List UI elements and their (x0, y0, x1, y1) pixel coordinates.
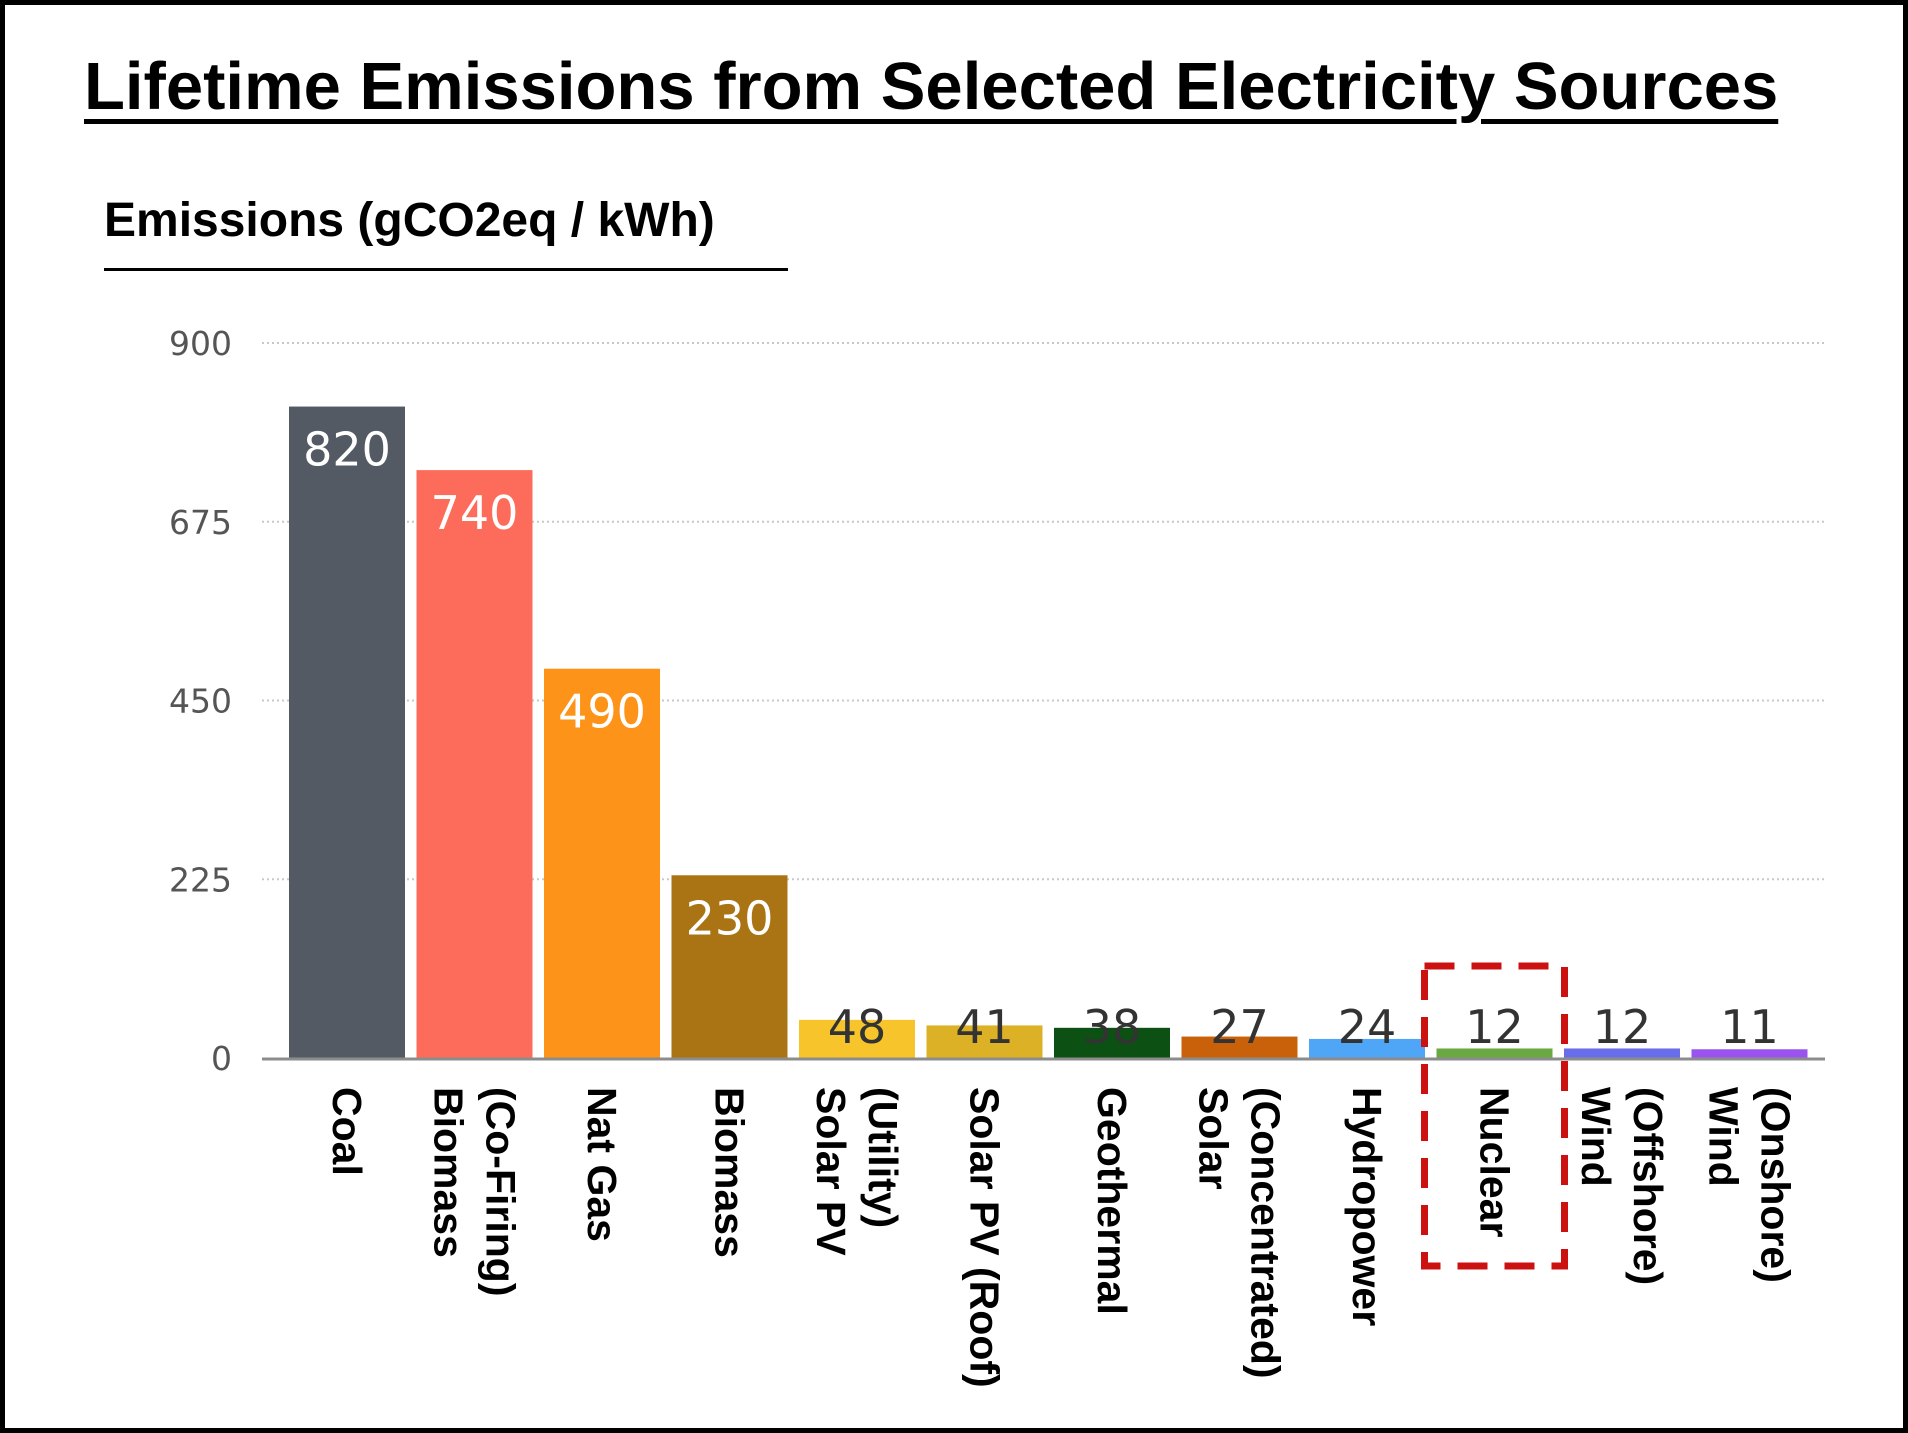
value-label-wind-offshore: 12 (1593, 1000, 1652, 1054)
svg-text:Nat Gas: Nat Gas (579, 1087, 625, 1242)
x-tick-label-line: Wind (1573, 1087, 1619, 1187)
x-tick-label-biomass-co-firing: Biomass (Co-Firing) (426, 1087, 524, 1296)
highlight-box-nuclear (1421, 962, 1568, 1270)
x-tick-label-wind-offshore: Wind (Offshore) (1573, 1087, 1671, 1285)
bar-solar-concentrated (1181, 1036, 1298, 1058)
y-axis-label: Emissions (gCO2eq / kWh) (104, 194, 715, 247)
y-tick-label-0: 0 (211, 1039, 232, 1078)
x-tick-label-hydropower: Hydropower (1344, 1087, 1390, 1326)
bar-geothermal (1054, 1027, 1170, 1058)
x-tick-label-line: (Offshore) (1625, 1087, 1671, 1285)
bar-hydropower (1309, 1038, 1425, 1058)
bar-biomass (671, 875, 788, 1058)
value-label-nuclear: 12 (1465, 1000, 1524, 1054)
svg-text:Solar PV (Roof): Solar PV (Roof) (962, 1087, 1008, 1388)
bar-solar-pv-roof (926, 1025, 1043, 1058)
x-tick-label-line: Solar PV (Roof) (962, 1087, 1008, 1388)
value-label-coal: 820 (303, 423, 391, 477)
svg-text:Nuclear: Nuclear (1472, 1087, 1518, 1237)
x-tick-label-coal: Coal (324, 1087, 370, 1176)
x-tick-label-line: (Onshore) (1753, 1087, 1799, 1283)
x-tick-label-biomass: Biomass (707, 1087, 753, 1258)
x-tick-label-line: Biomass (707, 1087, 753, 1258)
x-tick-label-line: Coal (324, 1087, 370, 1176)
svg-text:Biomass(Co-Firing): Biomass (Co-Firing) (426, 1087, 524, 1296)
x-tick-label-solar-concentrated: Solar (Concentrated) (1191, 1087, 1289, 1379)
x-tick-label-solar-pv-roof: Solar PV (Roof) (962, 1087, 1008, 1388)
y-tick-label-675: 675 (169, 503, 232, 542)
chart-title: Lifetime Emissions from Selected Electri… (84, 49, 1779, 124)
x-tick-label-line: Wind (1701, 1087, 1747, 1187)
x-tick-label-line: (Utility) (860, 1087, 906, 1228)
x-tick-label-line: (Co-Firing) (478, 1087, 524, 1296)
y-tick-label-450: 450 (169, 682, 232, 721)
value-label-wind-onshore: 11 (1720, 1000, 1779, 1054)
x-tick-label-line: Hydropower (1344, 1087, 1390, 1326)
x-tick-label-nat-gas: Nat Gas (579, 1087, 625, 1242)
value-label-geothermal: 38 (1083, 1000, 1142, 1054)
x-tick-label-line: (Concentrated) (1243, 1087, 1289, 1379)
bar-wind-onshore (1691, 1049, 1808, 1058)
value-label-solar-pv-roof: 41 (955, 1000, 1014, 1054)
x-tick-label-line: Solar PV (808, 1087, 854, 1256)
value-label-hydropower: 24 (1338, 1000, 1397, 1054)
bar-coal (289, 406, 405, 1058)
svg-text:Biomass: Biomass (707, 1087, 753, 1258)
value-label-biomass-co-firing: 740 (431, 486, 519, 540)
svg-text:Solar(Concentrated): Solar (Concentrated) (1191, 1087, 1289, 1379)
svg-text:Solar PV(Utility): Solar PV (Utility) (808, 1087, 906, 1256)
bar-nuclear (1436, 1048, 1553, 1058)
x-tick-label-wind-onshore: Wind (Onshore) (1701, 1087, 1799, 1283)
value-label-biomass: 230 (686, 891, 774, 945)
bar-biomass-co-firing (416, 470, 533, 1059)
value-label-solar-concentrated: 27 (1210, 1000, 1269, 1054)
value-label-nat-gas: 490 (558, 685, 646, 739)
y-tick-label-225: 225 (169, 860, 232, 899)
x-tick-label-geothermal: Geothermal (1089, 1087, 1135, 1315)
x-tick-label-line: Nat Gas (579, 1087, 625, 1242)
bar-nat-gas (544, 668, 660, 1058)
value-label-solar-pv-utility: 48 (828, 1000, 887, 1054)
x-tick-label-nuclear: Nuclear (1472, 1087, 1518, 1237)
y-axis-label-underline (104, 268, 788, 271)
y-tick-label-900: 900 (169, 324, 232, 363)
bar-wind-offshore (1564, 1048, 1680, 1058)
x-tick-label-line: Biomass (426, 1087, 472, 1258)
x-tick-label-line: Solar (1191, 1087, 1237, 1190)
svg-text:Wind(Onshore): Wind (Onshore) (1701, 1087, 1799, 1283)
svg-text:Hydropower: Hydropower (1344, 1087, 1390, 1326)
svg-text:Wind(Offshore): Wind (Offshore) (1573, 1087, 1671, 1285)
bar-solar-pv-utility (799, 1019, 915, 1058)
svg-text:Geothermal: Geothermal (1089, 1087, 1135, 1315)
svg-text:Coal: Coal (324, 1087, 370, 1176)
x-tick-label-line: Geothermal (1089, 1087, 1135, 1315)
x-tick-label-solar-pv-utility: Solar PV (Utility) (808, 1087, 906, 1256)
x-tick-label-line: Nuclear (1472, 1087, 1518, 1237)
